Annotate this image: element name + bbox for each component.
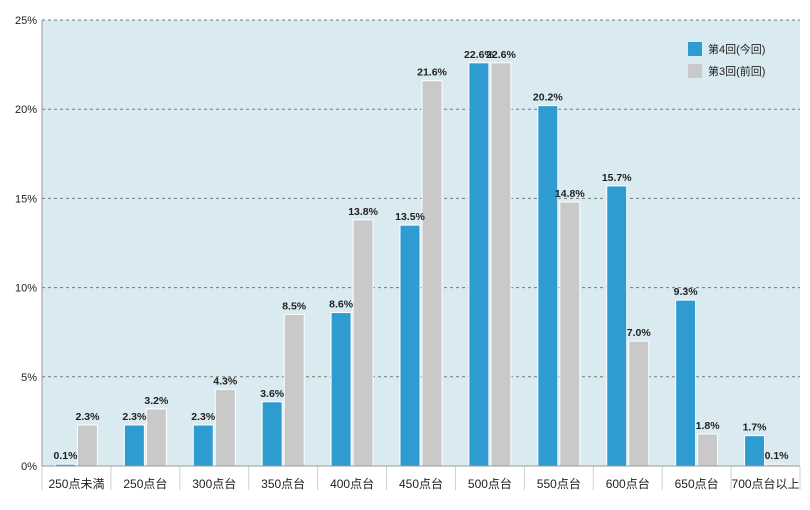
x-tick-label: 650点台 — [675, 476, 719, 491]
bar-previous — [145, 408, 167, 467]
x-tick-label: 700点台以上 — [732, 476, 800, 491]
legend: 第4回(今回) 第3回(前回) — [688, 42, 765, 78]
bar-current — [261, 401, 283, 467]
plot-background — [42, 20, 800, 466]
y-tick-label: 0% — [21, 461, 37, 473]
x-tick-label: 600点台 — [606, 476, 650, 491]
data-labels: 0.1% 2.3% 2.3% 3.2% 2.3% 4.3% 3.6% 8.5% 8.6% 13.8… — [53, 49, 789, 462]
bar-current — [537, 105, 559, 467]
data-label: 2.3% — [191, 411, 216, 423]
data-label: 9.3% — [674, 286, 699, 298]
data-label: 15.7% — [602, 172, 632, 184]
data-label: 3.6% — [260, 388, 285, 400]
bar-previous — [628, 340, 650, 467]
data-label: 13.5% — [395, 211, 425, 223]
gridlines — [42, 19, 800, 378]
data-label: 8.6% — [329, 299, 354, 311]
y-tick-label: 25% — [15, 15, 37, 27]
data-label: 4.3% — [213, 375, 238, 387]
x-tick-label: 400点台 — [330, 476, 374, 491]
bar-previous — [283, 313, 305, 467]
data-label: 13.8% — [348, 206, 378, 218]
x-tick-label: 550点台 — [537, 476, 581, 491]
bar-current — [744, 435, 766, 467]
x-tick-label: 450点台 — [399, 476, 443, 491]
data-label: 0.1% — [765, 450, 790, 462]
x-tick-label: 500点台 — [468, 476, 512, 491]
bar-current — [606, 185, 628, 467]
legend-label: 第3回(前回) — [708, 64, 765, 78]
data-label: 22.6% — [464, 49, 494, 61]
data-label: 7.0% — [627, 327, 652, 339]
data-label: 2.3% — [75, 411, 100, 423]
y-tick-label: 10% — [15, 283, 37, 295]
bar-previous — [490, 62, 512, 467]
data-label: 1.7% — [743, 422, 768, 434]
data-label: 22.6% — [486, 49, 516, 61]
data-label: 14.8% — [555, 188, 585, 200]
y-axis: 0% 5% 10% 15% 20% 25% — [15, 15, 43, 473]
data-label: 3.2% — [144, 395, 169, 407]
data-label: 20.2% — [533, 92, 563, 104]
bar-current — [675, 299, 697, 467]
bar-previous — [214, 388, 236, 467]
legend-swatch — [688, 64, 702, 78]
data-label: 0.1% — [53, 450, 78, 462]
bar-previous — [352, 219, 374, 467]
x-axis: 250点未満 250点台 300点台 350点台 400点台 450点台 500点台 550点… — [41, 465, 801, 491]
bar-previous — [697, 433, 719, 467]
x-tick-label: 250点未満 — [48, 477, 104, 491]
bar-previous — [76, 424, 98, 467]
bars — [54, 62, 788, 467]
bar-current — [330, 312, 352, 467]
y-tick-label: 5% — [21, 372, 37, 384]
legend-swatch — [688, 42, 702, 56]
bar-current — [468, 62, 490, 467]
y-tick-label: 20% — [15, 104, 37, 116]
y-tick-label: 15% — [15, 193, 37, 205]
data-label: 1.8% — [696, 420, 721, 432]
bar-current — [399, 224, 421, 467]
bar-previous — [559, 201, 581, 467]
data-label: 21.6% — [417, 67, 447, 79]
legend-label: 第4回(今回) — [708, 42, 765, 56]
bar-current — [192, 424, 214, 467]
bar-previous — [421, 80, 443, 467]
x-tick-label: 350点台 — [261, 476, 305, 491]
x-tick-label: 300点台 — [192, 476, 236, 491]
data-label: 2.3% — [122, 411, 147, 423]
data-label: 8.5% — [282, 300, 307, 312]
bar-current — [123, 424, 145, 467]
x-tick-label: 250点台 — [123, 476, 167, 491]
